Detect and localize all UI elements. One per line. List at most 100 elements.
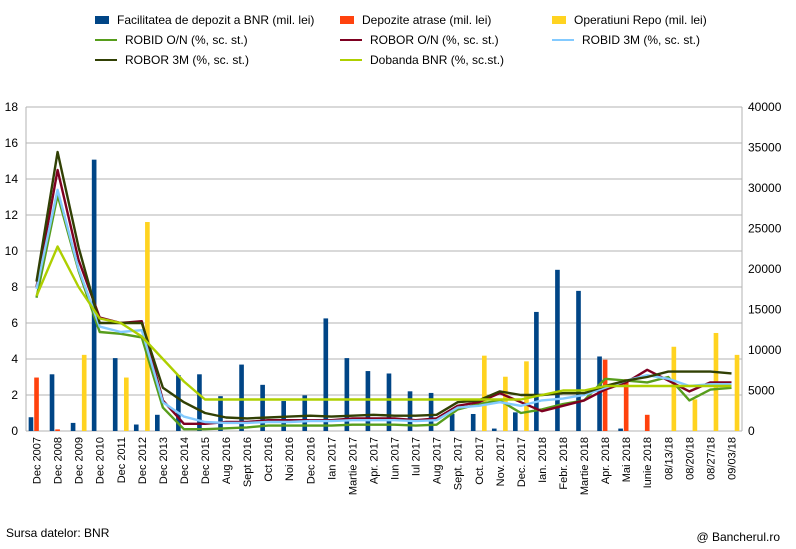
bar [555, 269, 560, 431]
x-tick-label: Dec 2014 [179, 437, 191, 484]
x-tick-label: Aug 2017 [432, 437, 444, 484]
bar [133, 424, 139, 431]
bar [618, 428, 623, 431]
bar [49, 374, 55, 431]
y-right-tick-label: 35000 [748, 141, 782, 155]
bar [260, 384, 265, 431]
legend-label: Operatiuni Repo (mil. lei) [574, 13, 707, 27]
x-tick-label: 08/20/18 [684, 437, 696, 480]
legend-swatch [95, 16, 109, 24]
bar [470, 413, 476, 431]
x-tick-label: Sept. 2017 [453, 437, 465, 490]
series-line [35, 245, 732, 401]
legend-label: Facilitatea de depozit a BNR (mil. lei) [117, 13, 315, 27]
bar [365, 371, 371, 431]
bar [644, 414, 650, 431]
bar [482, 355, 487, 431]
bar [671, 346, 677, 431]
x-tick-label: 08/13/18 [663, 437, 675, 480]
bar [386, 373, 392, 431]
bar [81, 354, 87, 431]
x-tick-label: Dec. 2017 [516, 437, 528, 487]
y-right-tick-label: 20000 [748, 262, 782, 276]
x-tick-label: Dec 2009 [74, 437, 86, 484]
y-right-tick-label: 40000 [748, 100, 782, 114]
x-tick-label: Martie 2018 [579, 437, 591, 495]
y-right-tick-label: 5000 [748, 384, 775, 398]
x-tick-label: Apr. 2017 [368, 437, 380, 484]
bar [55, 429, 60, 431]
x-tick-label: Apr. 2018 [600, 437, 612, 484]
bar [449, 413, 455, 431]
source-note: Sursa datelor: BNR [6, 526, 110, 540]
x-tick-label: Iunie 2018 [642, 437, 654, 488]
x-tick-label: Noi 2016 [284, 437, 296, 481]
x-tick-label: Martie 2017 [347, 437, 359, 495]
bar [576, 290, 581, 431]
x-tick-label: Iul 2017 [411, 437, 423, 476]
bar [112, 358, 118, 431]
y-left-tick-label: 0 [11, 424, 18, 438]
bar [428, 392, 434, 431]
y-left-tick-label: 2 [11, 388, 18, 402]
x-tick-label: Febr. 2018 [558, 437, 570, 490]
legend-label: ROBID 3M (%, sc. st.) [582, 33, 701, 47]
x-tick-label: 08/27/18 [705, 437, 717, 480]
x-tick-label: Oct. 2017 [474, 437, 486, 485]
series-line [35, 193, 732, 431]
legend-item: Depozite atrase (mil. lei) [340, 13, 491, 27]
x-tick-label: Dec 2013 [158, 437, 170, 484]
bar [734, 354, 740, 431]
y-left-tick-label: 10 [5, 244, 19, 258]
bar [28, 417, 34, 431]
legend-item: Operatiuni Repo (mil. lei) [552, 13, 707, 27]
x-tick-label: Dec 2010 [95, 437, 107, 484]
legend-swatch [340, 16, 354, 24]
x-tick-label: Dec 2007 [32, 437, 44, 484]
x-tick-label: Dec 2008 [53, 437, 65, 484]
bar [155, 414, 160, 431]
bar [344, 358, 350, 431]
legend-label: ROBOR 3M (%, sc. st.) [125, 53, 250, 67]
legend-swatch [340, 59, 362, 61]
y-right-tick-label: 15000 [748, 303, 782, 317]
x-tick-label: Dec 2011 [116, 437, 128, 483]
bar [323, 318, 329, 431]
bar [145, 222, 150, 431]
bar [239, 364, 244, 431]
x-tick-label: Sept 2016 [242, 437, 254, 487]
y-left-tick-label: 6 [11, 316, 18, 330]
legend-item: Facilitatea de depozit a BNR (mil. lei) [95, 13, 314, 27]
bar [176, 375, 181, 431]
legend-item: ROBID 3M (%, sc. st.) [552, 33, 700, 47]
x-tick-label: Dec 2012 [137, 437, 149, 484]
x-tick-label: Dec 2016 [305, 437, 317, 484]
legend-swatch [552, 39, 574, 41]
y-left-tick-label: 14 [5, 172, 19, 186]
x-tick-label: 09/03/18 [726, 437, 738, 480]
legend-item: ROBOR O/N (%, sc. st.) [340, 33, 499, 47]
y-left-tick-label: 16 [5, 136, 19, 150]
brand-credit: @ Bancherul.ro [696, 530, 780, 544]
y-left-tick-label: 4 [11, 352, 18, 366]
legend-item: Dobanda BNR (%, sc.st.) [340, 53, 504, 67]
legend-swatch [95, 59, 117, 61]
y-left-tick-label: 18 [5, 100, 19, 114]
x-tick-label: Aug 2016 [221, 437, 233, 484]
legend-item: ROBID O/N (%, sc. st.) [95, 33, 248, 47]
bar [534, 311, 539, 431]
y-right-tick-label: 25000 [748, 222, 782, 236]
bar [692, 399, 698, 431]
bar [218, 396, 223, 431]
y-left-tick-label: 8 [11, 280, 18, 294]
legend-label: Depozite atrase (mil. lei) [362, 13, 492, 27]
bar [513, 412, 518, 431]
x-tick-label: Dec 2015 [200, 437, 212, 484]
legend-label: ROBOR O/N (%, sc. st.) [370, 33, 499, 47]
series-line [35, 150, 732, 420]
x-tick-label: Mai 2018 [621, 437, 633, 482]
bar [197, 374, 202, 431]
y-left-tick-label: 12 [5, 208, 19, 222]
legend-label: Dobanda BNR (%, sc.st.) [370, 53, 505, 67]
x-tick-label: Nov. 2017 [495, 437, 507, 486]
